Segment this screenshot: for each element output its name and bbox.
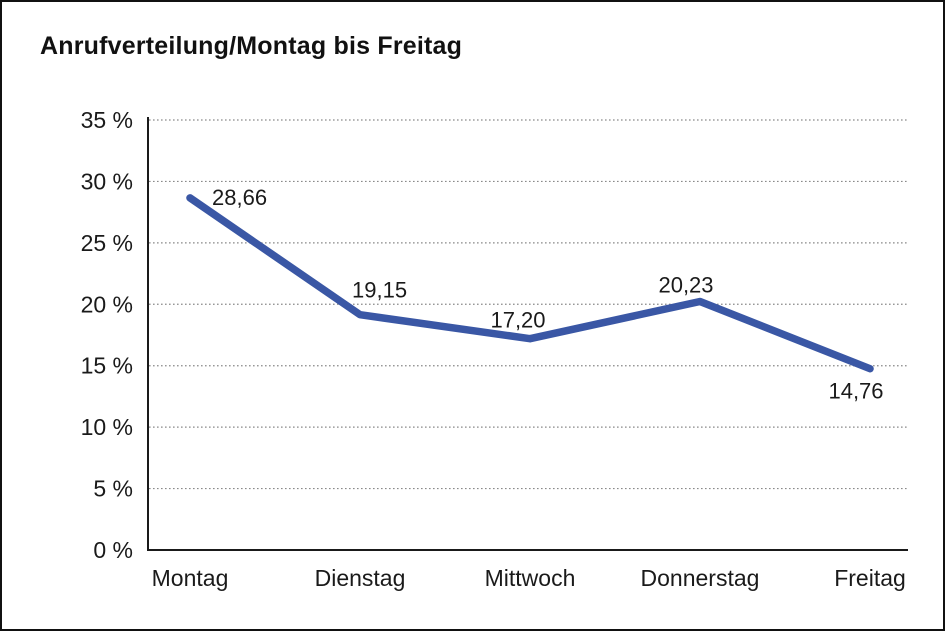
- y-tick-label: 0 %: [93, 537, 133, 563]
- x-category-label: Freitag: [834, 565, 906, 591]
- y-tick-label: 35 %: [81, 107, 133, 133]
- data-line: [186, 194, 874, 373]
- chart-title: Anrufverteilung/Montag bis Freitag: [40, 32, 463, 60]
- data-point-label: 19,15: [352, 278, 407, 303]
- y-tick-label: 15 %: [81, 353, 133, 379]
- data-point-label: 17,20: [490, 308, 545, 333]
- x-category-label: Mittwoch: [485, 565, 576, 591]
- y-tick-label: 10 %: [81, 414, 133, 440]
- data-point-label: 20,23: [658, 272, 713, 297]
- data-point-label: 14,76: [828, 379, 883, 404]
- x-category-label: Donnerstag: [641, 565, 760, 591]
- y-tick-label: 30 %: [81, 168, 133, 194]
- y-tick-label: 5 %: [93, 476, 133, 502]
- x-category-label: Montag: [152, 565, 229, 591]
- data-point-label: 28,66: [212, 185, 267, 210]
- y-tick-label: 25 %: [81, 230, 133, 256]
- x-category-label: Dienstag: [315, 565, 406, 591]
- y-tick-label: 20 %: [81, 291, 133, 317]
